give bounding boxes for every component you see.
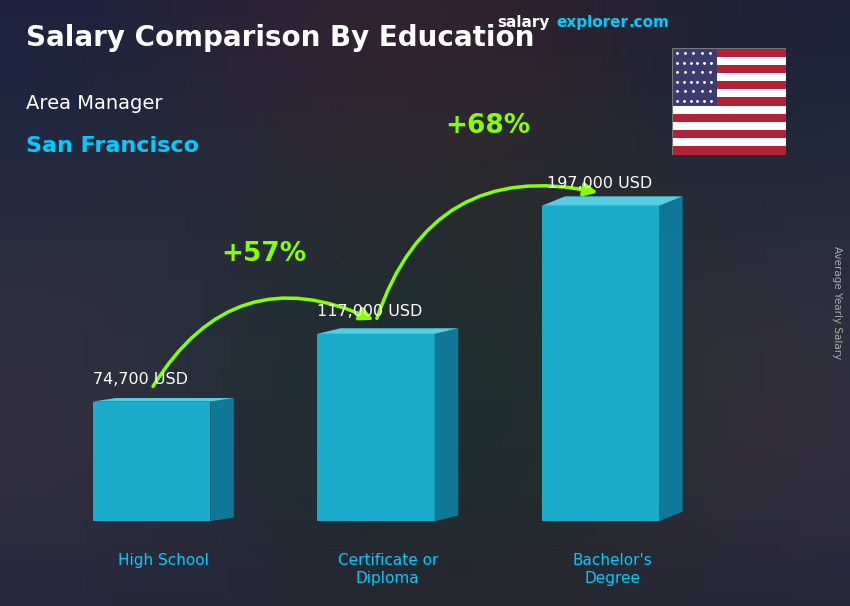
Bar bbox=[672, 56, 786, 65]
Bar bbox=[672, 147, 786, 155]
Polygon shape bbox=[317, 334, 434, 521]
Polygon shape bbox=[434, 328, 458, 521]
Text: 74,700 USD: 74,700 USD bbox=[93, 372, 188, 387]
Bar bbox=[672, 105, 786, 114]
Polygon shape bbox=[541, 206, 659, 521]
Text: salary: salary bbox=[497, 15, 550, 30]
Text: San Francisco: San Francisco bbox=[26, 136, 199, 156]
Bar bbox=[672, 130, 786, 138]
Text: Salary Comparison By Education: Salary Comparison By Education bbox=[26, 24, 534, 52]
Polygon shape bbox=[93, 402, 210, 521]
Polygon shape bbox=[210, 398, 234, 521]
Bar bbox=[672, 48, 717, 105]
Text: Bachelor's
Degree: Bachelor's Degree bbox=[572, 553, 652, 585]
Text: Average Yearly Salary: Average Yearly Salary bbox=[832, 247, 842, 359]
Text: 197,000 USD: 197,000 USD bbox=[547, 176, 652, 191]
Bar bbox=[672, 73, 786, 81]
Text: .com: .com bbox=[629, 15, 670, 30]
Text: Certificate or
Diploma: Certificate or Diploma bbox=[337, 553, 438, 585]
Polygon shape bbox=[659, 196, 683, 521]
Polygon shape bbox=[541, 196, 683, 206]
Text: +68%: +68% bbox=[445, 113, 530, 139]
Bar bbox=[672, 114, 786, 122]
Bar bbox=[672, 89, 786, 98]
Text: Area Manager: Area Manager bbox=[26, 94, 162, 113]
Text: explorer: explorer bbox=[557, 15, 629, 30]
Text: High School: High School bbox=[118, 553, 209, 568]
Bar bbox=[672, 65, 786, 73]
Bar bbox=[672, 122, 786, 130]
Bar bbox=[672, 98, 786, 105]
Text: +57%: +57% bbox=[221, 241, 306, 267]
Bar bbox=[672, 48, 786, 56]
Polygon shape bbox=[317, 328, 458, 334]
Text: 117,000 USD: 117,000 USD bbox=[317, 304, 422, 319]
Bar bbox=[672, 138, 786, 147]
Bar bbox=[672, 81, 786, 89]
Polygon shape bbox=[93, 398, 234, 402]
